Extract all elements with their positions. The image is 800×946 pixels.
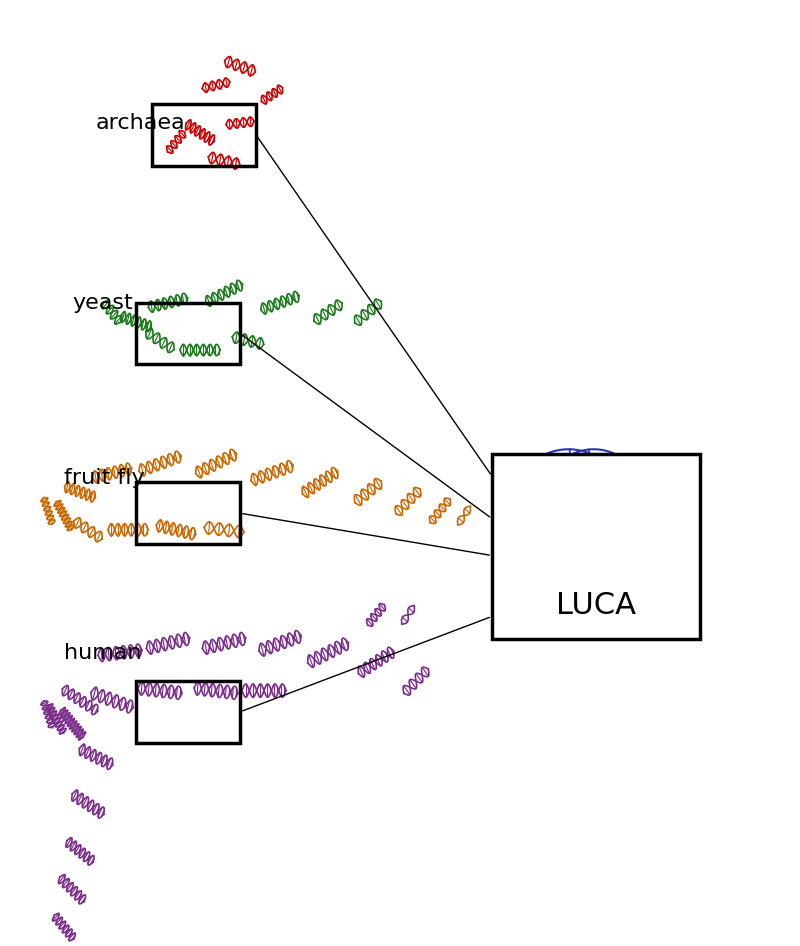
Bar bbox=[136, 303, 240, 364]
Text: archaea: archaea bbox=[96, 113, 186, 133]
Bar bbox=[136, 482, 240, 544]
Bar bbox=[136, 681, 240, 743]
Text: human: human bbox=[64, 642, 142, 663]
Bar bbox=[492, 454, 700, 639]
Text: LUCA: LUCA bbox=[556, 591, 636, 620]
Text: fruit fly: fruit fly bbox=[64, 467, 145, 488]
Bar bbox=[152, 104, 256, 166]
Text: yeast: yeast bbox=[72, 292, 133, 313]
